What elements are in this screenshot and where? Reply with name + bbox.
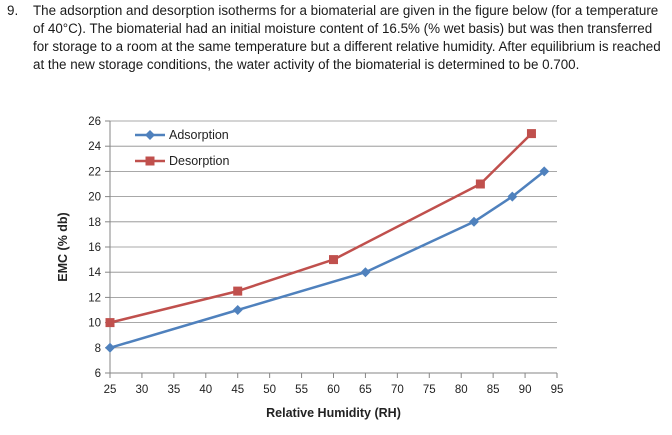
legend-adsorption-label: Adsorption (169, 128, 229, 142)
y-tick-label: 22 (88, 166, 101, 178)
desorption-point (329, 255, 338, 265)
x-tick-label: 55 (295, 384, 308, 396)
x-tick-label: 50 (263, 384, 276, 396)
y-tick-label: 26 (88, 116, 101, 128)
y-tick-label: 14 (88, 267, 101, 279)
x-tick-label: 60 (327, 384, 340, 396)
y-tick-label: 12 (88, 292, 101, 304)
x-tick-label: 45 (231, 384, 244, 396)
desorption-point (233, 286, 243, 296)
y-tick-label: 20 (88, 192, 101, 204)
adsorption-point (105, 342, 115, 353)
y-axis-title: EMC (% db) (56, 212, 70, 281)
x-tick-label: 75 (423, 384, 436, 396)
desorption-point (526, 129, 536, 139)
x-tick-label: 95 (551, 384, 564, 396)
y-tick-label: 6 (95, 368, 101, 380)
adsorption-line (109, 170, 546, 349)
adsorption-point (507, 191, 518, 202)
legend-desorption-marker (145, 156, 155, 166)
y-tick-label: 18 (88, 217, 101, 229)
legend-desorption-label: Desorption (169, 154, 229, 168)
desorption-point (105, 318, 115, 328)
question-number: 9. (7, 3, 19, 18)
x-tick-label: 65 (359, 384, 372, 396)
desorption-point (475, 179, 485, 189)
adsorption-point (360, 267, 371, 278)
x-tick-label: 90 (519, 384, 532, 396)
x-axis-title: Relative Humidity (RH) (266, 406, 401, 420)
adsorption-point (232, 305, 243, 315)
x-tick-label: 40 (199, 384, 212, 396)
axes (105, 120, 558, 378)
y-tick-label: 24 (88, 141, 101, 153)
x-tick-label: 80 (455, 384, 468, 396)
x-tick-label: 25 (104, 384, 117, 396)
x-tick-label: 85 (487, 384, 500, 396)
x-tick-label: 70 (391, 384, 404, 396)
question-text: The adsorption and desorption isotherms … (33, 3, 661, 72)
gridlines (110, 120, 557, 349)
x-tick-label: 30 (136, 384, 149, 396)
y-tick-label: 8 (95, 343, 101, 355)
y-tick-label: 10 (88, 318, 101, 330)
legend: Adsorption Desorption (135, 128, 229, 168)
tick-labels: 6 8 10 12 14 16 18 20 22 24 26 25 30 35 40 45 50 55 60 65 70… (88, 116, 563, 396)
x-tick-label: 35 (167, 384, 180, 396)
legend-adsorption-marker (145, 130, 155, 140)
y-tick-label: 16 (88, 242, 101, 254)
adsorption-point (468, 216, 479, 227)
data-series (105, 129, 550, 353)
adsorption-point (539, 166, 550, 177)
